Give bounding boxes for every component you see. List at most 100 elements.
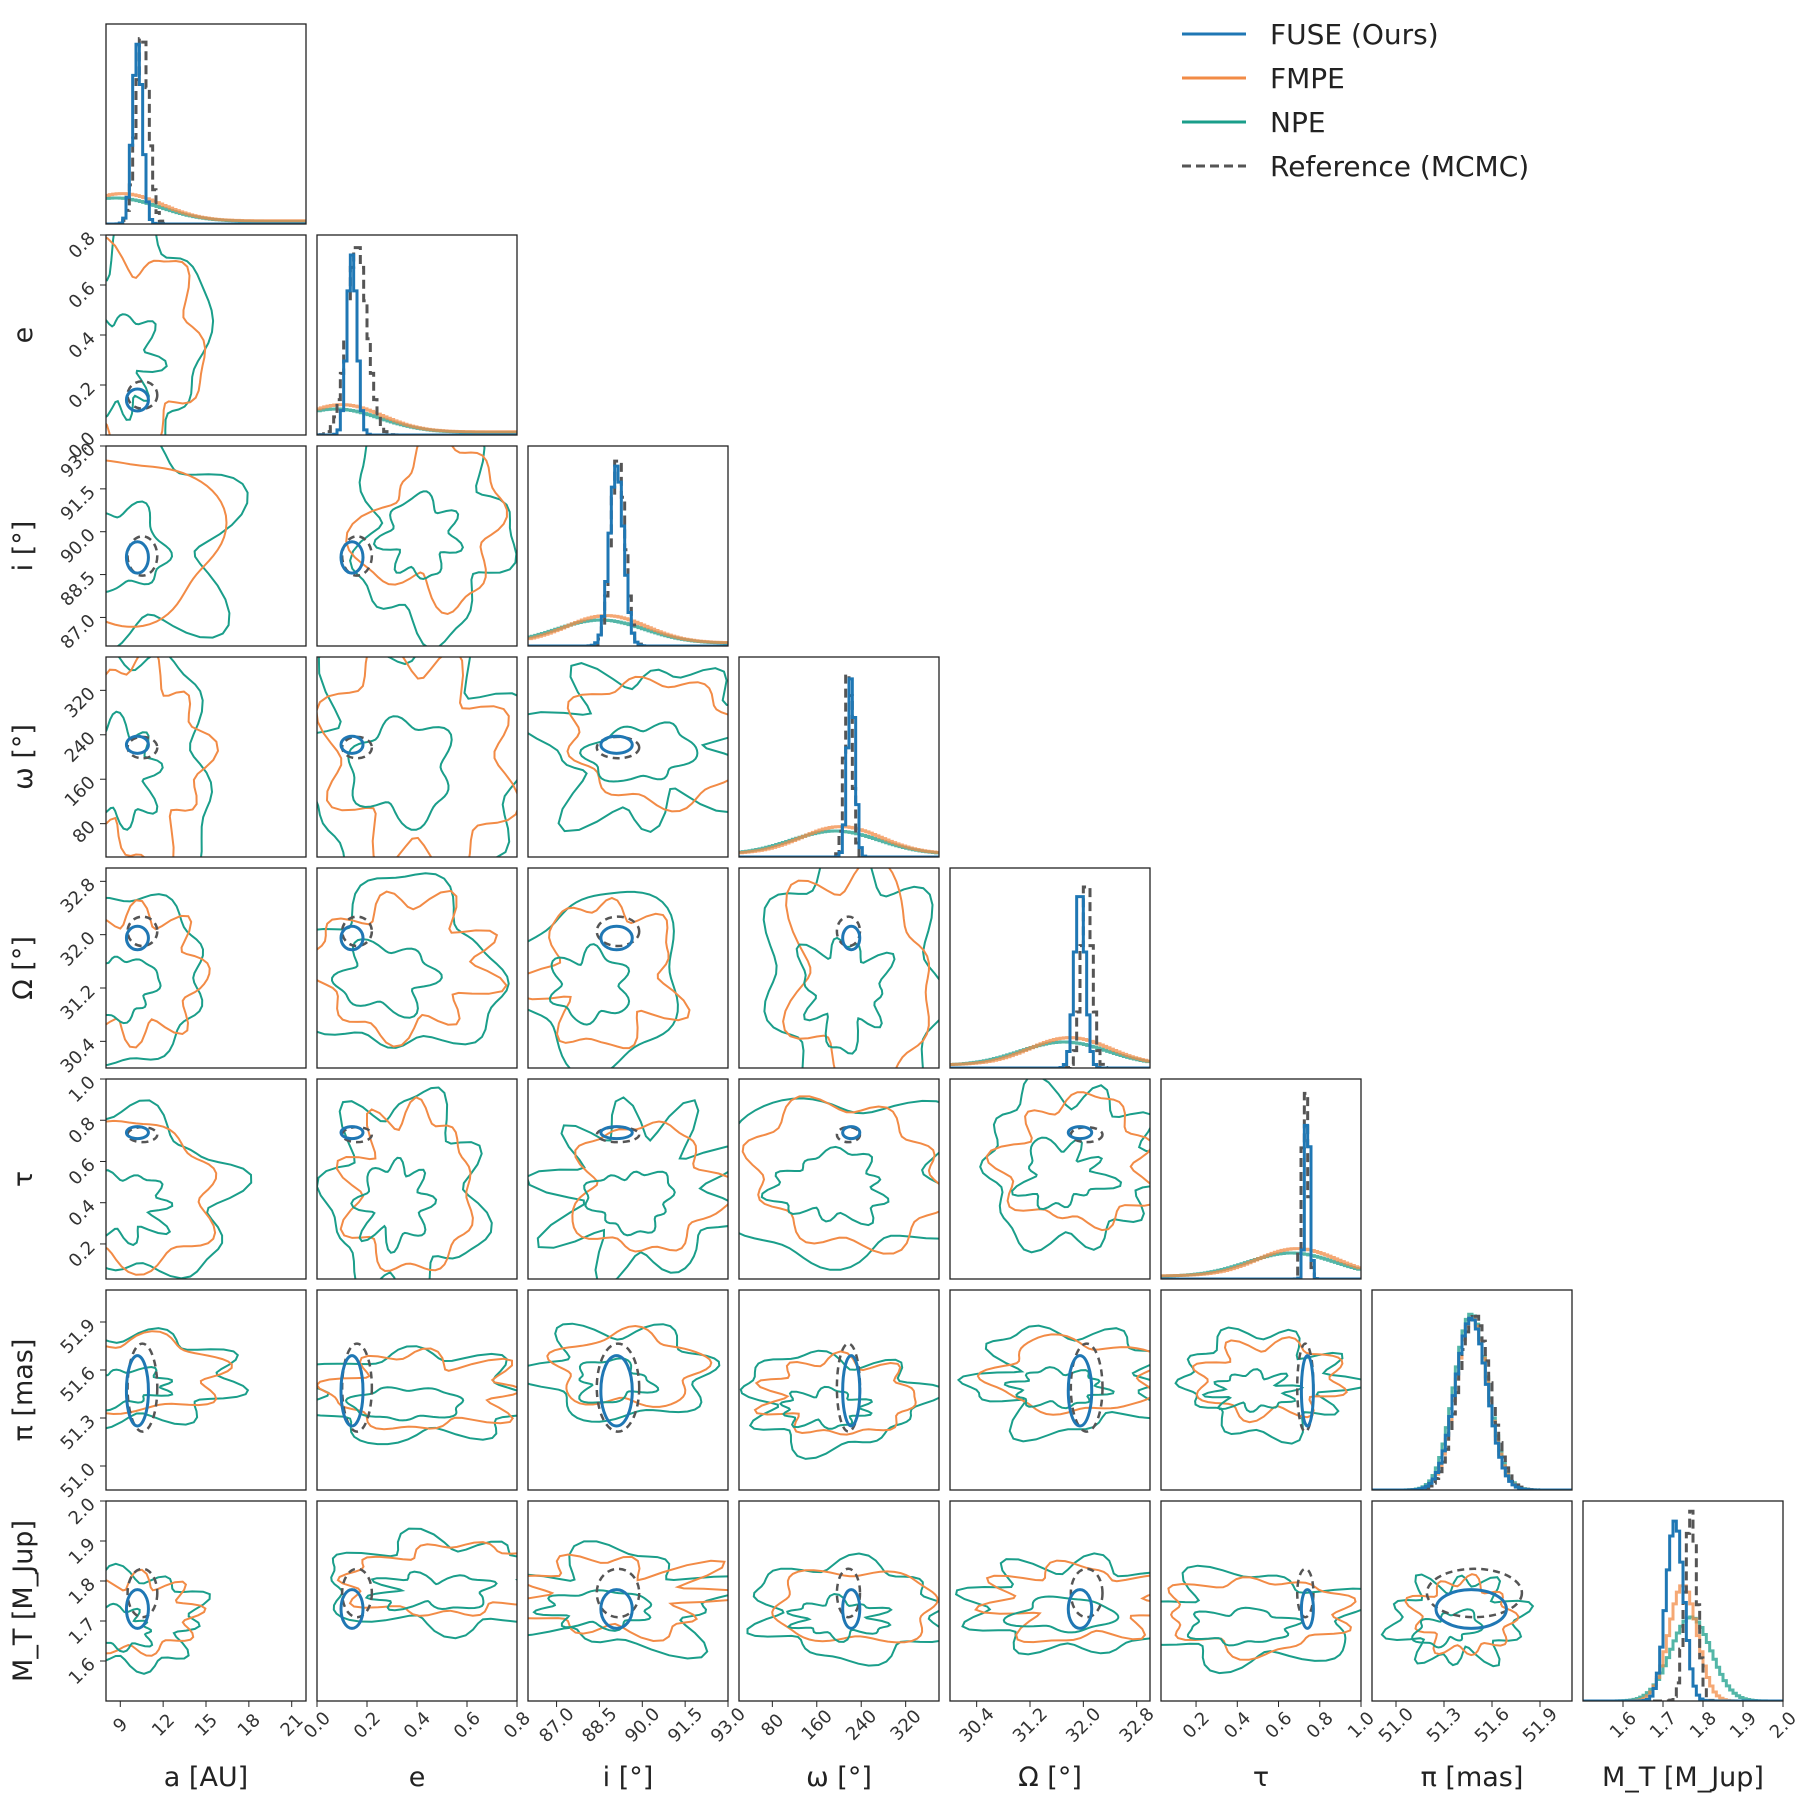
hist-fmpe — [950, 1036, 1150, 1066]
diag-panel-a — [106, 37, 306, 224]
y-tick-label: 0.8 — [65, 1113, 100, 1148]
hist-fmpe — [317, 403, 517, 434]
contour-fuse — [339, 1354, 365, 1428]
contour-reference — [1295, 1567, 1315, 1619]
y-axis-label-pi: π [mas] — [8, 1339, 39, 1442]
contour-npe-inner — [779, 1385, 874, 1430]
contour-fmpe — [546, 1324, 713, 1408]
x-axis-label-i: i [°] — [603, 1762, 654, 1793]
x-tick-label: 0.0 — [300, 1708, 335, 1743]
diag-frame-omega — [738, 656, 940, 858]
contour-fuse — [124, 924, 150, 952]
diag-frame-e — [316, 234, 518, 436]
panel-Omega-vs-e — [317, 872, 510, 1049]
panel-Omega-vs-omega — [762, 868, 939, 1068]
contour-npe — [106, 446, 249, 646]
contour-reference — [126, 380, 159, 410]
panel-M-vs-a — [106, 1562, 211, 1675]
contour-npe-inner — [1201, 1368, 1305, 1413]
y-tick-label: 88.5 — [57, 568, 100, 611]
x-tick-label: 88.5 — [578, 1704, 621, 1747]
contour-reference — [1069, 1567, 1104, 1619]
contour-npe-inner — [330, 938, 443, 1019]
contour-fmpe — [106, 1119, 218, 1276]
x-tick-label: 0.2 — [1179, 1708, 1214, 1743]
frame-i-vs-e — [316, 445, 518, 647]
frame-pi-vs-omega — [738, 1289, 940, 1491]
frame-i-vs-a — [105, 445, 307, 647]
contour-fmpe — [106, 237, 207, 435]
contour-fmpe — [106, 459, 228, 628]
contour-fuse — [599, 1588, 634, 1630]
contour-npe — [528, 890, 679, 1068]
frame-pi-vs-e — [316, 1289, 518, 1491]
contour-reference — [340, 735, 374, 760]
contour-reference — [126, 735, 159, 760]
y-axis-label-Omega: Ω [°] — [8, 936, 39, 1000]
panel-pi-vs-tau — [1174, 1326, 1361, 1445]
legend-label-0: FUSE (Ours) — [1270, 18, 1439, 51]
frame-M-vs-pi — [1371, 1500, 1573, 1702]
y-tick-label: 1.6 — [65, 1654, 100, 1689]
contour-fuse — [124, 1588, 150, 1630]
x-tick-label: 15 — [191, 1710, 222, 1741]
panel-pi-vs-omega — [739, 1342, 939, 1460]
contour-fuse — [339, 1125, 365, 1141]
frame-Omega-vs-e — [316, 867, 518, 1069]
frame-tau-vs-Omega — [949, 1078, 1151, 1280]
contour-npe — [739, 1349, 939, 1460]
contour-npe — [1380, 1573, 1535, 1668]
y-tick-label: 87.0 — [57, 610, 100, 653]
contour-fmpe — [317, 889, 508, 1048]
contour-reference — [126, 1567, 159, 1619]
diag-frame-M — [1582, 1500, 1784, 1702]
frame-Omega-vs-omega — [738, 867, 940, 1069]
x-tick-label: 0.4 — [400, 1708, 435, 1743]
contour-npe-inner — [578, 1357, 660, 1404]
x-tick-label: 51.0 — [1375, 1704, 1418, 1747]
x-tick-label: 1.8 — [1686, 1708, 1721, 1743]
x-tick-label: 32.8 — [1115, 1704, 1158, 1747]
x-tick-label: 0.6 — [450, 1708, 485, 1743]
diag-frame-pi — [1371, 1289, 1573, 1491]
x-tick-label: 12 — [148, 1710, 179, 1741]
x-tick-label: 240 — [842, 1706, 881, 1745]
panel-tau-vs-Omega — [979, 1079, 1150, 1254]
frame-M-vs-i — [527, 1500, 729, 1702]
y-tick-label: 51.9 — [57, 1315, 100, 1358]
contour-fuse — [841, 1125, 862, 1141]
contour-fuse — [599, 1354, 634, 1428]
contour-npe — [106, 235, 215, 435]
contour-fmpe — [106, 1330, 233, 1416]
contour-fmpe — [571, 1120, 728, 1253]
contour-fmpe — [336, 1541, 517, 1617]
panel-M-vs-omega — [746, 1552, 939, 1667]
contour-npe-inner — [579, 721, 699, 783]
y-tick-label: 0.2 — [65, 378, 100, 413]
panel-M-vs-tau — [1161, 1564, 1361, 1675]
diag-panel-tau — [1161, 1091, 1361, 1279]
y-axis-label-tau: τ — [8, 1171, 39, 1187]
hist-fuse — [739, 677, 939, 857]
hist-fmpe — [1372, 1317, 1572, 1490]
panel-pi-vs-e — [317, 1342, 517, 1446]
panel-tau-vs-e — [317, 1086, 493, 1279]
contour-fmpe — [985, 1091, 1150, 1232]
contour-npe-inner — [106, 955, 162, 1025]
diag-panel-omega — [739, 673, 939, 857]
contour-npe — [349, 446, 517, 646]
contour-reference — [835, 1567, 862, 1619]
hist-reference — [1583, 1509, 1783, 1701]
x-axis-label-Omega: Ω [°] — [1018, 1762, 1082, 1793]
contour-npe — [317, 1086, 493, 1279]
x-tick-label: 0.6 — [1261, 1708, 1296, 1743]
x-axis-label-tau: τ — [1253, 1762, 1269, 1793]
x-tick-label: 31.2 — [1009, 1704, 1052, 1747]
contour-fuse — [1066, 1588, 1094, 1630]
contour-npe — [954, 1552, 1150, 1656]
contour-fmpe — [528, 1553, 728, 1643]
hist-fuse — [528, 464, 728, 646]
contour-npe — [1161, 1564, 1361, 1675]
y-tick-label: 32.0 — [57, 928, 100, 971]
y-tick-label: 1.7 — [65, 1614, 100, 1649]
